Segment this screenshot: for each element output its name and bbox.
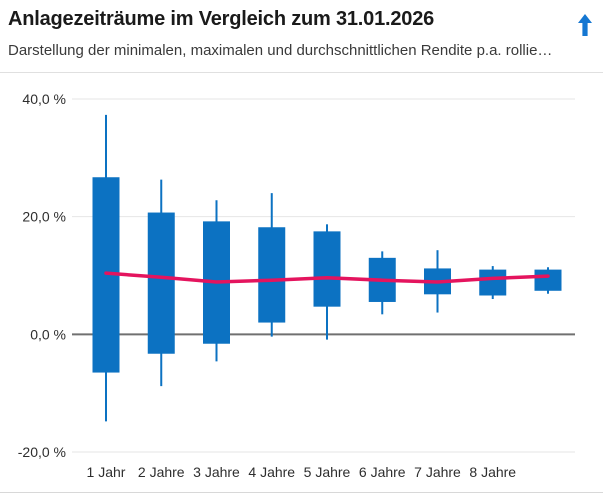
y-axis-tick-label: -20,0 % xyxy=(18,444,66,460)
average-return-line xyxy=(104,271,550,284)
y-axis-tick-label: 40,0 % xyxy=(22,91,66,107)
y-axis-tick-label: 20,0 % xyxy=(22,209,66,225)
return-range-box[interactable] xyxy=(258,227,286,323)
x-axis-label: 1 Jahr xyxy=(87,464,126,480)
y-axis-tick-label: 0,0 % xyxy=(30,326,66,342)
return-range-box[interactable] xyxy=(479,269,507,296)
x-axis-label: 5 Jahre xyxy=(304,464,351,480)
boxplot-chart: 40,0 % 20,0 % 0,0 % -20,0 % 1 Jahr 2 Jahre 3 J… xyxy=(18,91,575,480)
scroll-to-top-button[interactable] xyxy=(576,12,594,38)
chart-subtitle: Darstellung der minimalen, maximalen und… xyxy=(8,42,553,59)
header-separator xyxy=(0,72,603,73)
arrow-up-icon xyxy=(578,14,592,36)
x-axis-label: 6 Jahre xyxy=(359,464,406,480)
x-axis-label: 8 Jahre xyxy=(469,464,516,480)
x-axis-label: 2 Jahre xyxy=(138,464,185,480)
return-range-box[interactable] xyxy=(147,212,175,354)
x-axis-label: 7 Jahre xyxy=(414,464,461,480)
x-axis-label: 3 Jahre xyxy=(193,464,240,480)
return-range-box[interactable] xyxy=(534,269,562,291)
return-range-box[interactable] xyxy=(313,231,341,307)
chart-title: Anlagezeiträume im Vergleich zum 31.01.2… xyxy=(8,8,435,30)
widget-bottom-border xyxy=(0,492,603,493)
x-axis-label: 4 Jahre xyxy=(248,464,295,480)
